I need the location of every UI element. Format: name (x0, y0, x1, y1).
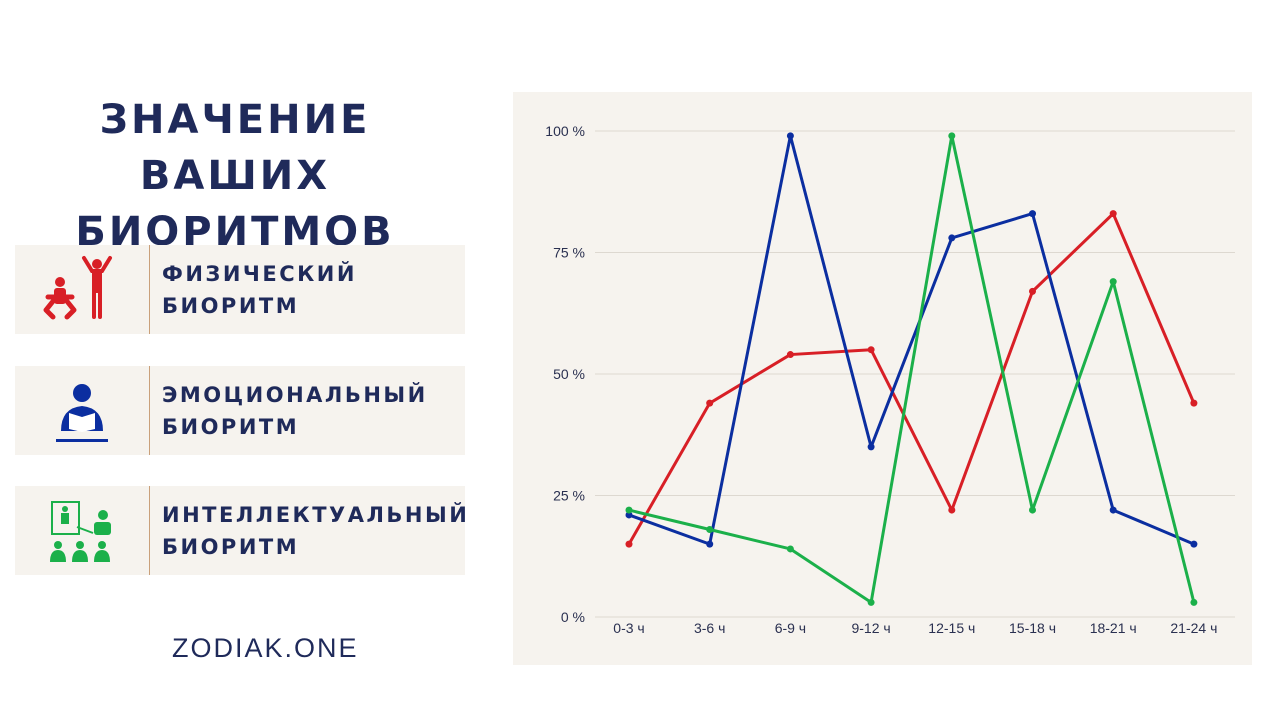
data-point (786, 132, 794, 140)
chart-background (513, 92, 1252, 665)
data-point (625, 506, 633, 514)
data-point (1029, 506, 1036, 514)
data-point (867, 443, 875, 451)
y-tick-label: 50 % (553, 366, 585, 382)
card-divider (149, 366, 150, 455)
y-tick-label: 75 % (553, 245, 585, 261)
card-emotional: ЭМОЦИОНАЛЬНЫЙ БИОРИТМ (15, 366, 465, 455)
series-line (628, 134, 1195, 546)
exercise-icon (15, 245, 149, 334)
y-tick-label: 0 % (561, 609, 585, 625)
x-tick-label: 12-15 ч (928, 620, 975, 636)
data-point (786, 545, 794, 553)
data-point (1029, 287, 1036, 295)
card-divider (149, 245, 150, 334)
data-point (1190, 540, 1198, 548)
card-label: ИНТЕЛЛЕКТУАЛЬНЫЙ БИОРИТМ (162, 499, 469, 563)
title-line-1: ЗНАЧЕНИЕ ВАШИХ (99, 97, 371, 199)
teacher-class-icon (15, 486, 149, 575)
data-point (625, 511, 633, 519)
data-point (948, 132, 956, 140)
data-point (1109, 506, 1117, 514)
card-label-line: ИНТЕЛЛЕКТУАЛЬНЫЙ (162, 503, 470, 527)
data-point (867, 346, 875, 354)
y-tick-label: 100 % (545, 123, 585, 139)
x-tick-label: 21-24 ч (1170, 620, 1217, 636)
x-tick-label: 15-18 ч (1009, 620, 1056, 636)
x-tick-label: 6-9 ч (775, 620, 806, 636)
data-point (706, 526, 714, 534)
card-label-line: БИОРИТМ (162, 415, 300, 439)
series-line (627, 212, 1196, 545)
card-label-line: ФИЗИЧЕСКИЙ (162, 262, 357, 286)
x-tick-label: 0-3 ч (613, 620, 644, 636)
x-tick-label: 18-21 ч (1090, 620, 1137, 636)
data-point (867, 598, 875, 606)
card-label: ЭМОЦИОНАЛЬНЫЙ БИОРИТМ (162, 379, 428, 443)
card-label-line: ЭМОЦИОНАЛЬНЫЙ (162, 383, 428, 407)
card-intellectual: ИНТЕЛЛЕКТУАЛЬНЫЙ БИОРИТМ (15, 486, 467, 575)
data-point (948, 506, 956, 514)
series-line (628, 134, 1196, 604)
data-point (948, 234, 956, 242)
data-point (1029, 210, 1036, 218)
brand-logo-text: ZODIAK.ONE (172, 633, 359, 663)
reading-person-icon (15, 366, 149, 455)
data-point (1109, 278, 1117, 286)
data-point (1190, 399, 1198, 407)
data-point (1190, 598, 1198, 606)
data-point (1109, 210, 1117, 218)
y-tick-label: 25 % (553, 488, 585, 504)
data-point (625, 540, 633, 548)
data-point (706, 540, 714, 548)
card-physical: ФИЗИЧЕСКИЙ БИОРИТМ (15, 245, 465, 334)
card-label-line: БИОРИТМ (162, 535, 300, 559)
data-point (706, 399, 714, 407)
x-tick-label: 9-12 ч (851, 620, 890, 636)
x-tick-label: 3-6 ч (694, 620, 725, 636)
data-point (786, 351, 794, 359)
card-label-line: БИОРИТМ (162, 294, 300, 318)
card-label: ФИЗИЧЕСКИЙ БИОРИТМ (162, 258, 357, 322)
card-divider (149, 486, 150, 575)
